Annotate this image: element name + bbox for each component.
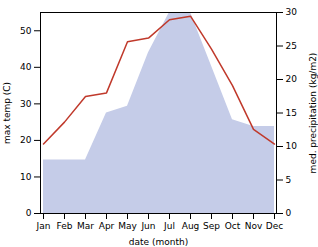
- svg-text:0: 0: [26, 208, 32, 218]
- svg-text:40: 40: [20, 62, 32, 72]
- svg-text:Sep: Sep: [203, 221, 220, 231]
- svg-text:30: 30: [286, 7, 298, 17]
- svg-text:Oct: Oct: [225, 221, 241, 231]
- svg-text:Jun: Jun: [140, 221, 155, 231]
- svg-text:date (month): date (month): [129, 237, 188, 247]
- svg-text:Aug: Aug: [182, 221, 200, 231]
- svg-text:50: 50: [20, 26, 32, 36]
- svg-text:10: 10: [286, 141, 298, 151]
- svg-text:10: 10: [20, 172, 32, 182]
- svg-text:Nov: Nov: [245, 221, 263, 231]
- svg-text:Jul: Jul: [163, 221, 175, 231]
- svg-text:5: 5: [286, 175, 292, 185]
- svg-text:max temp (C): max temp (C): [2, 82, 12, 144]
- svg-text:May: May: [118, 221, 137, 231]
- svg-text:30: 30: [20, 99, 32, 109]
- svg-text:Dec: Dec: [266, 221, 283, 231]
- svg-text:20: 20: [20, 135, 32, 145]
- svg-text:Apr: Apr: [99, 221, 115, 231]
- svg-text:25: 25: [286, 41, 297, 51]
- svg-text:20: 20: [286, 74, 298, 84]
- svg-text:0: 0: [286, 208, 292, 218]
- svg-text:med. precipitation (kg/m2): med. precipitation (kg/m2): [308, 53, 318, 174]
- svg-text:Feb: Feb: [57, 221, 73, 231]
- svg-text:Mar: Mar: [77, 221, 94, 231]
- svg-text:Jan: Jan: [36, 221, 51, 231]
- svg-text:15: 15: [286, 108, 297, 118]
